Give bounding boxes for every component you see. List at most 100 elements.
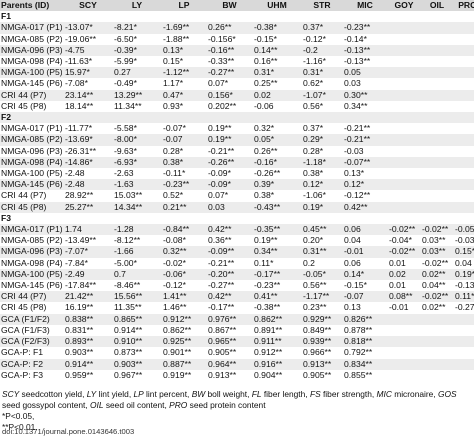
cell: -0.17** [251,268,300,281]
cell: 0.06 [341,224,386,236]
empty-cell [419,78,452,89]
cell: 0.32* [254,123,275,134]
cell: 0.30** [341,89,386,101]
empty-cell [452,347,474,358]
empty-cell [386,101,419,112]
table-body: F1 NMGA-017 (P1) -13.07* -8.21* -1.69** 0.26*… [0,11,474,381]
cell: 0.19** [254,235,278,246]
section-label: F2 [0,112,474,124]
table-row: CRI 45 (P8) 25.27** 14.34** 0.21** 0.03 -0.43… [0,201,474,213]
row-label: GCA-P: F2 [0,358,62,370]
cell: -0.21** [341,134,386,146]
table-row: NMGA-096 (P3) -26.31** -9.63* 0.28* -0.21** 0… [0,146,474,157]
empty-cell [419,201,452,213]
abbreviation: SCY [2,389,20,399]
table-row: CRI 44 (P7) 21.42** 15.56** 1.41** 0.42** 0.4… [0,291,474,303]
empty-cell [419,134,452,146]
row-label: NMGA-096 (P3) [0,246,62,258]
empty-cell [452,134,474,146]
section-row: F2 [0,112,474,124]
empty-cell [419,22,452,34]
section-row: F3 [0,213,474,224]
cell: -0.38** [254,302,281,313]
table-row: NMGA-098 (P4) -14.86* -6.93* 0.38* -0.26** -0… [0,156,474,169]
empty-cell [452,44,474,57]
cell: 0.13* [160,44,205,57]
cell: -1.69** [160,22,205,34]
cell: -9.63* [114,145,137,156]
empty-cell [386,201,419,213]
cell: -0.11* [163,168,186,179]
cell: 0.39* [251,179,300,191]
cell: 0.855** [344,369,373,380]
row-label: NMGA-145 (P6) [1,78,62,89]
cell: 0.14** [251,44,300,57]
abbreviation-note: SCY seedcotton yield, LY lint yield, LP … [2,389,470,411]
table-row: GCA-P: F3 0.959** 0.967** 0.919** 0.913** 0.9… [0,370,474,381]
cell: -0.16* [251,156,300,169]
row-label: NMGA-085 (P2) [0,134,62,146]
cell: 0.20* [303,235,324,246]
abbreviation-desc: fiber length, [261,389,310,399]
cell: 0.31* [251,67,300,79]
row-label: GCA (F2/F3) [0,336,62,348]
cell: -26.31** [65,145,97,156]
cell: 0.925** [160,336,205,348]
empty-cell [419,336,452,348]
cell: 0.38* [160,156,205,169]
row-label: NMGA-098 (P4) [1,257,62,268]
cell: 0.12* [341,179,386,191]
cell: 0.903** [111,358,160,370]
cell: -13.49** [65,235,97,246]
cell: 15.97* [62,67,111,79]
cell: 0.04 [344,235,361,246]
cell: 0.905** [303,369,332,380]
cell: -0.13** [341,44,386,57]
cell: -0.84** [160,224,205,236]
cell: 0.834** [341,358,386,370]
empty-cell [419,101,452,112]
abbreviation-desc: seed gossypol content, [2,400,90,410]
row-label: GCA (F1/F3) [1,324,50,335]
abbreviation: LY [86,389,97,399]
cell: 0.01 [389,280,406,291]
abbreviation: MIC [376,389,392,399]
cell: 0.838** [62,313,111,325]
cell: 18.14** [65,100,94,111]
row-label: NMGA-096 (P3) [1,145,62,156]
abbreviation: GOS [437,389,457,399]
cell: -7.07* [62,246,111,258]
cell: 0.911** [251,336,300,348]
cell: 0.912** [160,313,205,325]
empty-cell [452,168,474,179]
cell: -8.21* [111,22,160,34]
cell: 0.13 [344,302,361,313]
cell: -1.06* [303,190,326,201]
row-label: CRI 44 (P7) [0,291,62,303]
cell: -0.07* [163,123,186,134]
cell: -6.50* [114,33,137,44]
column-header: BW [205,0,251,12]
cell: 16.19** [65,302,94,313]
cell: 21.42** [62,291,111,303]
table-row: NMGA-096 (P3) -7.07* -1.66 0.32** -0.09** 0.3… [0,246,474,258]
cell: 0.42** [205,224,251,236]
empty-cell [386,56,419,67]
cell: -17.84** [65,280,97,291]
cell: 0.865** [111,313,160,325]
cell: -0.06* [160,268,205,281]
empty-cell [419,156,452,169]
cell: -0.23** [341,22,386,34]
cell: 0.03 [344,78,361,89]
cell: -2.48 [65,168,85,179]
empty-cell [452,336,474,348]
cell: -0.2 [300,44,341,57]
column-header: PRO [452,0,474,12]
empty-cell [452,67,474,79]
cell: 0.04** [422,280,446,291]
cell: 0.02** [419,268,452,281]
table-row: NMGA-100 (P5) -2.48 -2.63 -0.11* -0.09* -0.26… [0,168,474,179]
table-row: CRI 45 (P8) 18.14** 11.34** 0.93* 0.202** -0.… [0,101,474,112]
empty-cell [419,44,452,57]
cell: -0.27** [455,302,474,313]
